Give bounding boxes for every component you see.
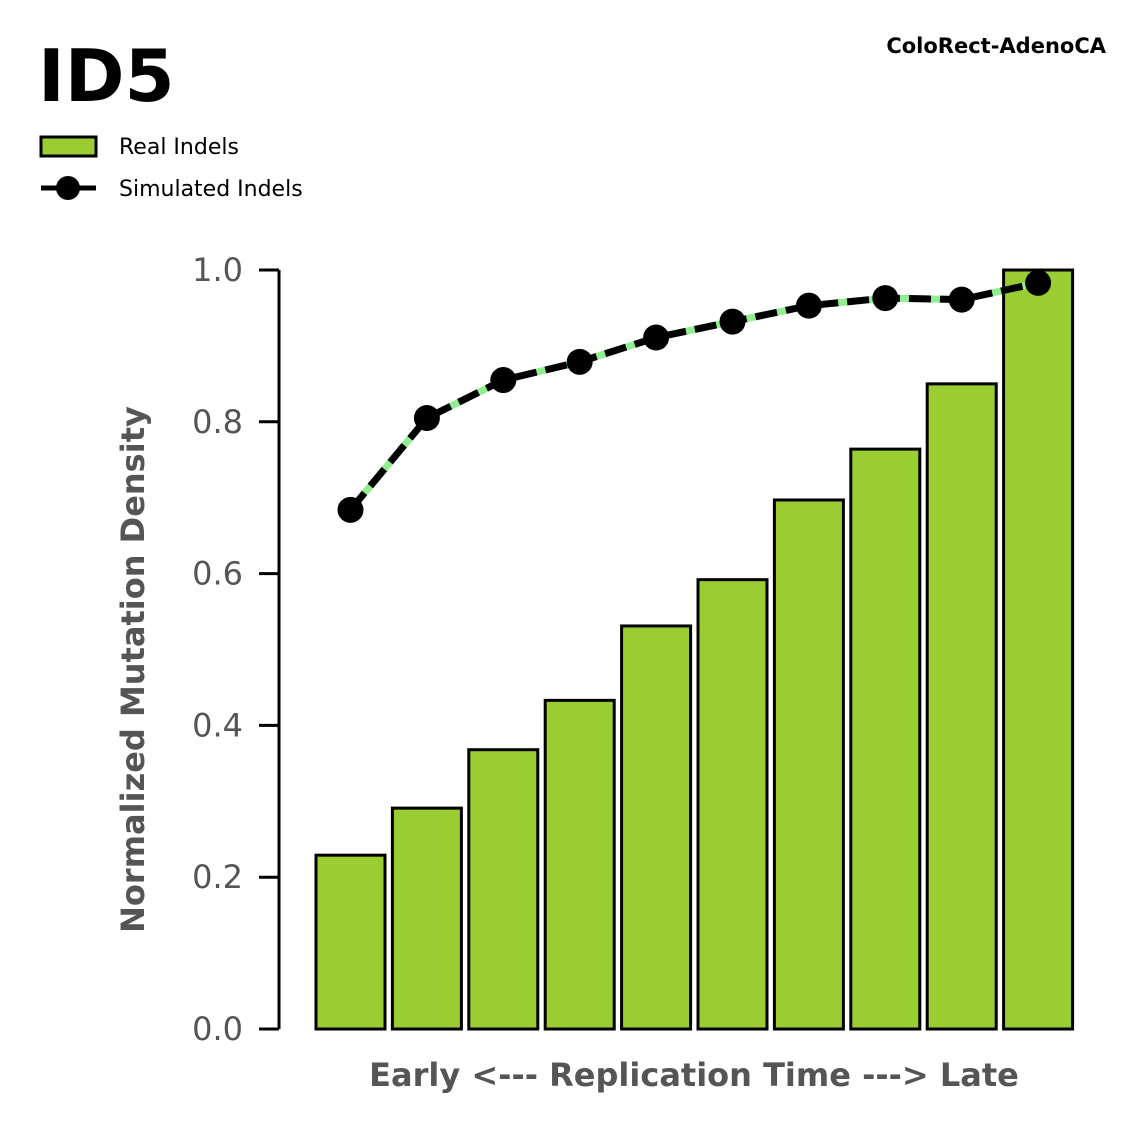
point-simulated-indels: [1025, 269, 1052, 296]
bar-real-indels: [696, 578, 769, 1031]
point-simulated-indels: [795, 292, 822, 319]
bar-real-indels: [390, 806, 463, 1031]
y-tick-label: 0.2: [192, 858, 243, 896]
bar-real-indels: [1002, 268, 1075, 1031]
bar-real-indels: [849, 447, 922, 1031]
point-simulated-indels: [490, 367, 517, 394]
point-simulated-indels: [872, 285, 899, 312]
point-simulated-indels: [719, 308, 746, 335]
bar-real-indels: [314, 853, 387, 1031]
legend-marker-swatch: [56, 176, 80, 200]
plot-area: 0.0 0.2 0.4 0.6 0.8 1.0: [192, 251, 1075, 1048]
point-simulated-indels: [566, 348, 593, 375]
legend-label-real: Real Indels: [119, 135, 239, 160]
y-tick-label: 1.0: [192, 251, 243, 289]
bar-real-indels: [772, 498, 845, 1031]
point-simulated-indels: [413, 405, 440, 432]
x-axis-label: Early <--- Replication Time ---> Late: [369, 1056, 1019, 1094]
line-simulated-indels: [347, 279, 1039, 513]
chart-title: ID5: [38, 34, 175, 118]
bar-real-indels: [925, 382, 998, 1031]
bar-real-indels: [467, 748, 540, 1031]
y-tick-label: 0.8: [192, 403, 243, 441]
point-simulated-indels: [643, 324, 670, 351]
bar-real-indels: [620, 624, 693, 1031]
point-simulated-indels: [948, 286, 975, 313]
chart-subtitle: ColoRect-AdenoCA: [886, 34, 1106, 58]
y-tick-label: 0.0: [192, 1010, 243, 1048]
y-tick-label: 0.4: [192, 706, 243, 744]
bar-real-indels: [543, 698, 616, 1031]
legend: Real Indels Simulated Indels: [39, 135, 303, 202]
point-simulated-indels: [337, 496, 364, 523]
y-tick-label: 0.6: [192, 555, 243, 593]
legend-label-simulated: Simulated Indels: [119, 177, 303, 202]
legend-bar-swatch: [39, 135, 98, 158]
y-axis-label: Normalized Mutation Density: [114, 406, 152, 933]
